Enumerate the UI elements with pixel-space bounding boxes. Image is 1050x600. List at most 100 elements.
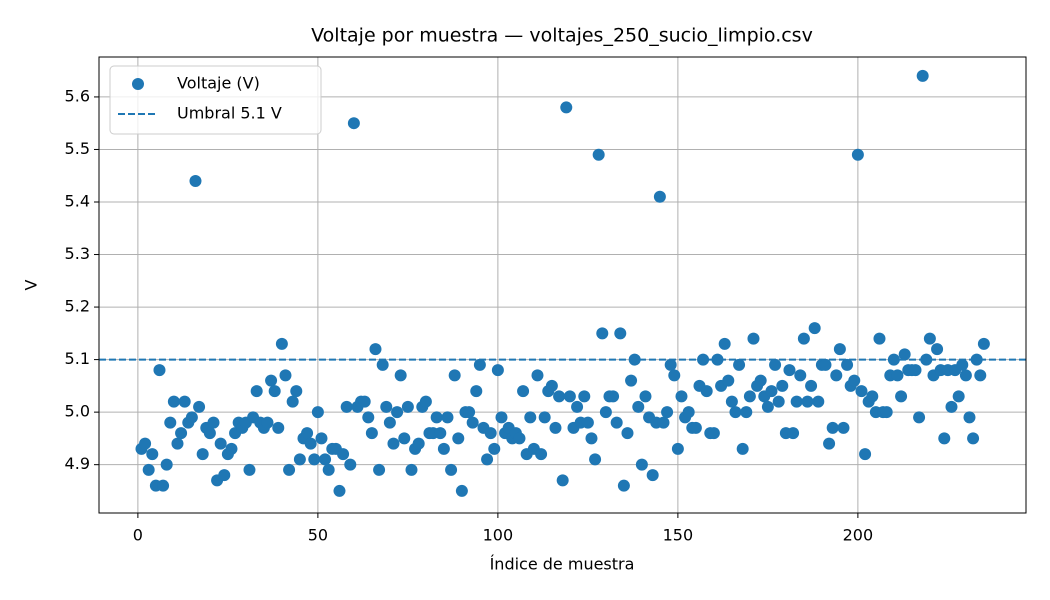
data-point — [833, 343, 846, 356]
data-point — [743, 390, 756, 403]
data-point — [729, 406, 742, 419]
data-point — [275, 337, 288, 350]
data-point — [272, 421, 285, 434]
data-point — [304, 437, 317, 450]
data-point — [513, 432, 526, 445]
data-point — [830, 369, 843, 382]
data-point — [139, 437, 152, 450]
data-point — [189, 174, 202, 187]
data-point — [747, 332, 760, 345]
data-point — [531, 369, 544, 382]
data-point — [524, 411, 537, 424]
data-point — [805, 379, 818, 392]
legend-marker — [132, 78, 144, 90]
data-point — [358, 395, 371, 408]
data-point — [344, 458, 357, 471]
data-point — [675, 390, 688, 403]
data-point — [160, 458, 173, 471]
data-point — [164, 416, 177, 429]
data-point — [218, 469, 231, 482]
data-point — [855, 385, 868, 398]
data-point — [797, 332, 810, 345]
y-tick-label: 5.6 — [65, 86, 90, 105]
data-point — [851, 148, 864, 161]
data-point — [873, 332, 886, 345]
y-tick-label: 5.0 — [65, 402, 90, 421]
data-point — [920, 353, 933, 366]
data-point — [268, 385, 281, 398]
data-point — [783, 364, 796, 377]
data-point — [463, 406, 476, 419]
y-tick-label: 5.3 — [65, 244, 90, 263]
data-point — [535, 448, 548, 461]
data-point — [711, 353, 724, 366]
data-point — [841, 358, 854, 371]
data-point — [571, 400, 584, 413]
data-point — [290, 385, 303, 398]
data-point — [916, 69, 929, 82]
data-point — [319, 453, 332, 466]
data-point — [214, 437, 227, 450]
data-point — [243, 463, 256, 476]
data-point — [938, 432, 951, 445]
data-point — [707, 427, 720, 440]
data-point — [484, 427, 497, 440]
x-axis-label: Índice de muestra — [490, 555, 635, 574]
data-point — [812, 395, 825, 408]
data-point — [725, 395, 738, 408]
data-point — [754, 374, 767, 387]
data-point — [387, 437, 400, 450]
legend-label: Voltaje (V) — [177, 74, 260, 93]
data-point — [175, 427, 188, 440]
data-point — [635, 458, 648, 471]
data-point — [283, 463, 296, 476]
data-point — [286, 395, 299, 408]
data-point — [599, 406, 612, 419]
data-point — [405, 463, 418, 476]
legend-label: Umbral 5.1 V — [177, 104, 282, 123]
data-point — [974, 369, 987, 382]
data-point — [445, 463, 458, 476]
data-point — [772, 395, 785, 408]
data-point — [373, 463, 386, 476]
data-point — [697, 353, 710, 366]
y-tick-label: 5.2 — [65, 297, 90, 316]
data-point — [848, 374, 861, 387]
data-point — [761, 400, 774, 413]
data-point — [689, 421, 702, 434]
data-point — [142, 463, 155, 476]
data-point — [553, 390, 566, 403]
data-point — [617, 479, 630, 492]
data-point — [517, 385, 530, 398]
data-point — [909, 364, 922, 377]
data-point — [193, 400, 206, 413]
legend-box — [109, 65, 322, 135]
data-point — [369, 343, 382, 356]
data-point — [963, 411, 976, 424]
data-point — [671, 442, 684, 455]
data-point — [859, 448, 872, 461]
x-tick-label: 100 — [483, 526, 514, 545]
data-point — [434, 427, 447, 440]
data-point — [923, 332, 936, 345]
data-point — [398, 432, 411, 445]
data-point — [481, 453, 494, 466]
data-point — [718, 337, 731, 350]
data-point — [632, 400, 645, 413]
data-point — [682, 406, 695, 419]
data-point — [455, 484, 468, 497]
data-point — [545, 379, 558, 392]
data-point — [383, 416, 396, 429]
data-point — [740, 406, 753, 419]
data-point — [412, 437, 425, 450]
data-point — [157, 479, 170, 492]
data-point — [581, 416, 594, 429]
data-point — [639, 390, 652, 403]
data-point — [563, 390, 576, 403]
data-point — [391, 406, 404, 419]
y-tick-label: 5.4 — [65, 191, 90, 210]
x-tick-label: 0 — [133, 526, 143, 545]
data-point — [538, 411, 551, 424]
data-point — [776, 379, 789, 392]
